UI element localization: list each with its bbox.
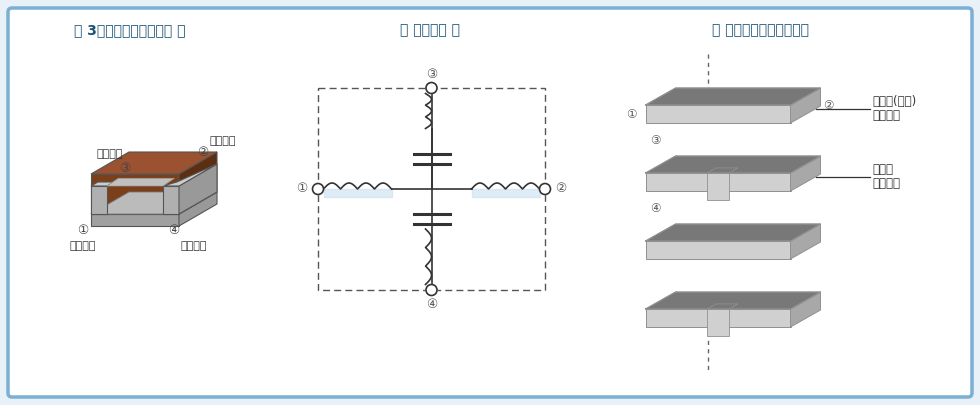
- Polygon shape: [163, 186, 179, 214]
- Polygon shape: [179, 152, 217, 214]
- FancyBboxPatch shape: [8, 8, 972, 397]
- Circle shape: [313, 183, 323, 194]
- Text: 底板用: 底板用: [872, 163, 893, 176]
- Polygon shape: [91, 192, 217, 214]
- Polygon shape: [91, 192, 217, 214]
- Polygon shape: [646, 309, 791, 327]
- Polygon shape: [179, 192, 217, 226]
- Polygon shape: [791, 156, 820, 191]
- Polygon shape: [707, 304, 738, 309]
- Polygon shape: [646, 241, 791, 259]
- Polygon shape: [91, 152, 217, 174]
- Text: ④: ④: [169, 224, 179, 237]
- Text: 《 等效电路 》: 《 等效电路 》: [400, 23, 460, 37]
- Text: 《 内部结构（示意图）》: 《 内部结构（示意图）》: [711, 23, 808, 37]
- Text: ③: ③: [120, 162, 130, 175]
- Circle shape: [426, 83, 437, 94]
- Polygon shape: [791, 224, 820, 259]
- Circle shape: [426, 284, 437, 296]
- Text: ②: ②: [556, 183, 566, 196]
- Text: ④: ④: [426, 298, 437, 311]
- Polygon shape: [707, 173, 729, 200]
- Text: ①: ①: [296, 183, 308, 196]
- Text: ②: ②: [197, 147, 209, 160]
- Text: 端子电极: 端子电极: [70, 241, 96, 251]
- Text: ③: ③: [426, 68, 437, 81]
- Polygon shape: [791, 292, 820, 327]
- Polygon shape: [791, 88, 820, 123]
- Text: 底板电极: 底板电极: [97, 149, 123, 159]
- Text: 通电用(贯通): 通电用(贯通): [872, 95, 916, 108]
- Polygon shape: [179, 164, 217, 214]
- Polygon shape: [707, 309, 729, 336]
- Text: 《 3端子贯通滤波器外观 》: 《 3端子贯通滤波器外观 》: [74, 23, 186, 37]
- Bar: [318, 88, 545, 290]
- Polygon shape: [91, 186, 107, 214]
- Text: 内部电极: 内部电极: [872, 109, 900, 122]
- Text: ③: ③: [651, 134, 661, 147]
- Polygon shape: [646, 88, 820, 105]
- Polygon shape: [646, 292, 820, 309]
- Text: 端子电极: 端子电极: [210, 136, 236, 146]
- Text: ④: ④: [651, 202, 661, 215]
- Polygon shape: [646, 224, 820, 241]
- Polygon shape: [163, 164, 217, 186]
- Text: 底板电极: 底板电极: [180, 241, 207, 251]
- Polygon shape: [707, 168, 738, 173]
- Circle shape: [540, 183, 551, 194]
- Text: 内部电极: 内部电极: [872, 177, 900, 190]
- Text: ②: ②: [823, 99, 834, 112]
- Polygon shape: [91, 182, 114, 186]
- Polygon shape: [646, 105, 791, 123]
- Polygon shape: [646, 173, 791, 191]
- Polygon shape: [91, 174, 179, 214]
- Polygon shape: [91, 214, 179, 226]
- Polygon shape: [107, 178, 174, 186]
- Polygon shape: [646, 156, 820, 173]
- Text: ①: ①: [77, 224, 88, 237]
- Text: ①: ①: [626, 107, 637, 121]
